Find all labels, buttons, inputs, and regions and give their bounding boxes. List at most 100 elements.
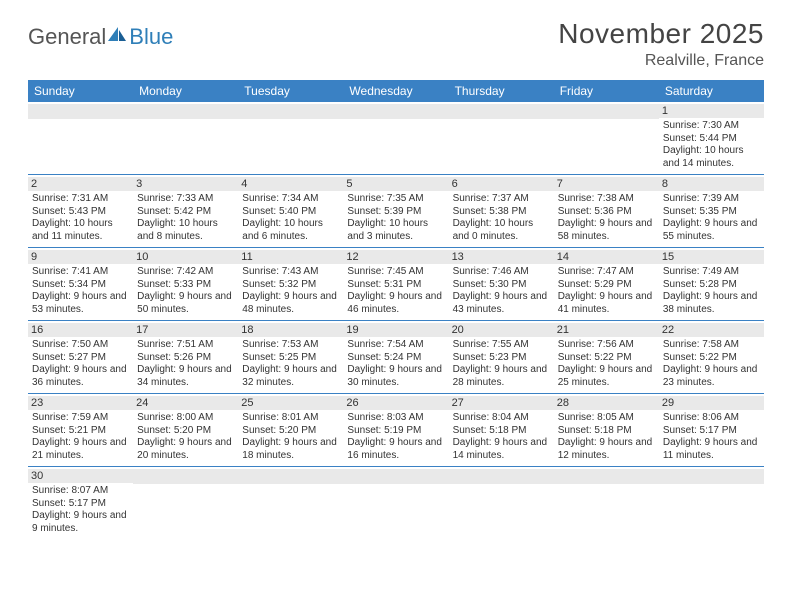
day-number [28,104,133,119]
daylight-text: Daylight: 10 hours and 0 minutes. [453,218,550,243]
sunrise-text: Sunrise: 7:50 AM [32,339,129,352]
sunrise-text: Sunrise: 7:46 AM [453,266,550,279]
day-number [554,104,659,119]
day-number: 12 [343,250,448,264]
day-number: 6 [449,177,554,191]
day-number: 14 [554,250,659,264]
sunrise-text: Sunrise: 7:35 AM [347,193,444,206]
sun-info: Sunrise: 7:54 AMSunset: 5:24 PMDaylight:… [347,339,444,389]
day-number: 30 [28,469,133,483]
sunrise-text: Sunrise: 7:45 AM [347,266,444,279]
day-header-thu: Thursday [449,80,554,102]
daylight-text: Daylight: 9 hours and 25 minutes. [558,364,655,389]
day-number: 29 [659,396,764,410]
calendar-cell: 5Sunrise: 7:35 AMSunset: 5:39 PMDaylight… [343,175,448,247]
day-number: 21 [554,323,659,337]
daylight-text: Daylight: 9 hours and 36 minutes. [32,364,129,389]
sun-info: Sunrise: 8:05 AMSunset: 5:18 PMDaylight:… [558,412,655,462]
sunset-text: Sunset: 5:34 PM [32,279,129,292]
sun-info: Sunrise: 7:46 AMSunset: 5:30 PMDaylight:… [453,266,550,316]
daylight-text: Daylight: 9 hours and 32 minutes. [242,364,339,389]
calendar-cell [238,102,343,174]
calendar-cell: 9Sunrise: 7:41 AMSunset: 5:34 PMDaylight… [28,248,133,320]
sun-info: Sunrise: 7:35 AMSunset: 5:39 PMDaylight:… [347,193,444,243]
day-number: 20 [449,323,554,337]
calendar-cell: 2Sunrise: 7:31 AMSunset: 5:43 PMDaylight… [28,175,133,247]
sun-info: Sunrise: 7:38 AMSunset: 5:36 PMDaylight:… [558,193,655,243]
day-number: 16 [28,323,133,337]
day-number [659,469,764,484]
sun-info: Sunrise: 7:53 AMSunset: 5:25 PMDaylight:… [242,339,339,389]
calendar-cell: 21Sunrise: 7:56 AMSunset: 5:22 PMDayligh… [554,321,659,393]
sunrise-text: Sunrise: 7:33 AM [137,193,234,206]
daylight-text: Daylight: 9 hours and 34 minutes. [137,364,234,389]
day-number: 8 [659,177,764,191]
sunset-text: Sunset: 5:35 PM [663,206,760,219]
sunrise-text: Sunrise: 7:41 AM [32,266,129,279]
sun-info: Sunrise: 7:43 AMSunset: 5:32 PMDaylight:… [242,266,339,316]
daylight-text: Daylight: 9 hours and 48 minutes. [242,291,339,316]
sunrise-text: Sunrise: 7:38 AM [558,193,655,206]
sun-info: Sunrise: 7:33 AMSunset: 5:42 PMDaylight:… [137,193,234,243]
daylight-text: Daylight: 9 hours and 55 minutes. [663,218,760,243]
sunrise-text: Sunrise: 8:07 AM [32,485,129,498]
day-number [343,469,448,484]
calendar-cell: 8 Sunrise: 7:39 AMSunset: 5:35 PMDaylight… [659,175,764,247]
calendar-cell: 29Sunrise: 8:06 AMSunset: 5:17 PMDayligh… [659,394,764,466]
title-block: November 2025 Realville, France [558,18,764,70]
sun-info: Sunrise: 7:47 AMSunset: 5:29 PMDaylight:… [558,266,655,316]
day-number: 27 [449,396,554,410]
sun-info: Sunrise: 8:03 AMSunset: 5:19 PMDaylight:… [347,412,444,462]
calendar-cell: 10Sunrise: 7:42 AMSunset: 5:33 PMDayligh… [133,248,238,320]
calendar-row: 23Sunrise: 7:59 AMSunset: 5:21 PMDayligh… [28,394,764,467]
calendar-cell: 15Sunrise: 7:49 AMSunset: 5:28 PMDayligh… [659,248,764,320]
sunrise-text: Sunrise: 7:47 AM [558,266,655,279]
sun-info: Sunrise: 7:55 AMSunset: 5:23 PMDaylight:… [453,339,550,389]
sunset-text: Sunset: 5:31 PM [347,279,444,292]
calendar-cell: 3Sunrise: 7:33 AMSunset: 5:42 PMDaylight… [133,175,238,247]
day-number: 7 [554,177,659,191]
sunset-text: Sunset: 5:25 PM [242,352,339,365]
sunrise-text: Sunrise: 7:43 AM [242,266,339,279]
daylight-text: Daylight: 10 hours and 11 minutes. [32,218,129,243]
day-number: 25 [238,396,343,410]
day-number [343,104,448,119]
daylight-text: Daylight: 9 hours and 30 minutes. [347,364,444,389]
sunrise-text: Sunrise: 7:37 AM [453,193,550,206]
calendar-cell [133,467,238,539]
sunset-text: Sunset: 5:40 PM [242,206,339,219]
day-number: 23 [28,396,133,410]
day-number: 4 [238,177,343,191]
sunset-text: Sunset: 5:24 PM [347,352,444,365]
calendar-cell: 30Sunrise: 8:07 AMSunset: 5:17 PMDayligh… [28,467,133,539]
day-header-sun: Sunday [28,80,133,102]
sun-info: Sunrise: 7:49 AMSunset: 5:28 PMDaylight:… [663,266,760,316]
calendar-cell: 28Sunrise: 8:05 AMSunset: 5:18 PMDayligh… [554,394,659,466]
sunset-text: Sunset: 5:18 PM [558,425,655,438]
sunset-text: Sunset: 5:27 PM [32,352,129,365]
sail-icon [107,24,127,50]
calendar-cell [449,467,554,539]
sunset-text: Sunset: 5:22 PM [663,352,760,365]
sun-info: Sunrise: 7:39 AMSunset: 5:35 PMDaylight:… [663,193,760,243]
day-header-mon: Monday [133,80,238,102]
sun-info: Sunrise: 7:31 AMSunset: 5:43 PMDaylight:… [32,193,129,243]
sunrise-text: Sunrise: 7:53 AM [242,339,339,352]
sunset-text: Sunset: 5:23 PM [453,352,550,365]
daylight-text: Daylight: 9 hours and 38 minutes. [663,291,760,316]
calendar-cell [238,467,343,539]
logo: General Blue [28,24,173,50]
daylight-text: Daylight: 9 hours and 41 minutes. [558,291,655,316]
calendar-cell: 25Sunrise: 8:01 AMSunset: 5:20 PMDayligh… [238,394,343,466]
sunrise-text: Sunrise: 7:39 AM [663,193,760,206]
sunrise-text: Sunrise: 7:42 AM [137,266,234,279]
sunrise-text: Sunrise: 7:55 AM [453,339,550,352]
daylight-text: Daylight: 9 hours and 16 minutes. [347,437,444,462]
sun-info: Sunrise: 8:00 AMSunset: 5:20 PMDaylight:… [137,412,234,462]
sunrise-text: Sunrise: 7:54 AM [347,339,444,352]
calendar-cell [659,467,764,539]
day-number [238,469,343,484]
calendar-cell: 17Sunrise: 7:51 AMSunset: 5:26 PMDayligh… [133,321,238,393]
day-number [133,104,238,119]
sunrise-text: Sunrise: 8:05 AM [558,412,655,425]
